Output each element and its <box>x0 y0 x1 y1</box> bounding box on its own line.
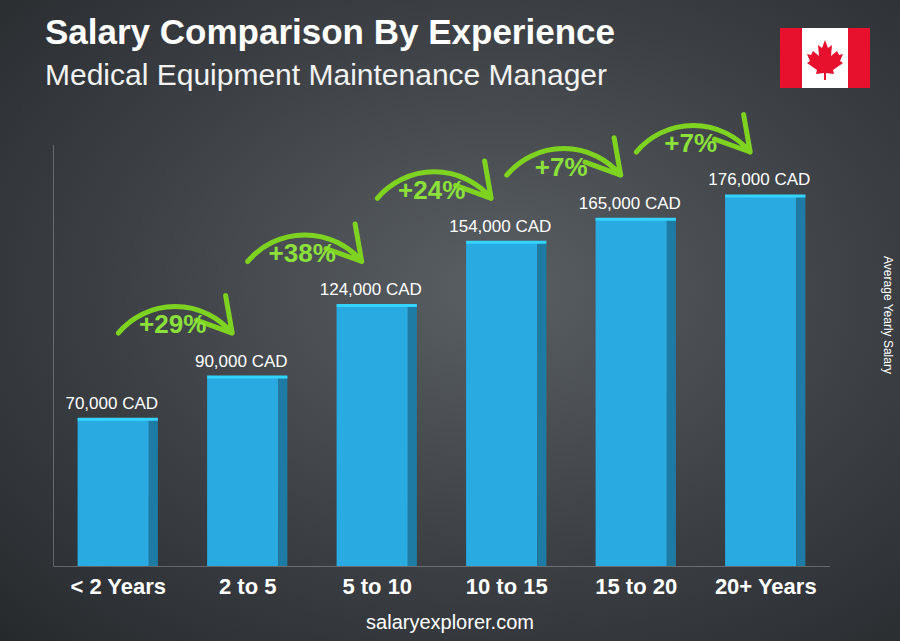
svg-text:70,000 CAD: 70,000 CAD <box>65 394 158 413</box>
svg-text:10 to 15: 10 to 15 <box>466 574 548 599</box>
svg-text:90,000 CAD: 90,000 CAD <box>195 351 288 370</box>
svg-text:+38%: +38% <box>269 238 336 268</box>
html-text:salaryexplorer.com: salaryexplorer.com <box>366 611 534 633</box>
svg-text:2 to 5: 2 to 5 <box>219 574 276 599</box>
svg-text:+7%: +7% <box>664 128 717 158</box>
svg-text:5 to 10: 5 to 10 <box>342 574 412 599</box>
html-text:Salary Comparison By Experienc: Salary Comparison By Experience <box>45 12 615 51</box>
svg-text:176,000 CAD: 176,000 CAD <box>708 170 810 189</box>
svg-text:< 2 Years: < 2 Years <box>70 574 166 599</box>
svg-text:154,000 CAD: 154,000 CAD <box>449 217 551 236</box>
html-text:Medical Equipment Maintenance: Medical Equipment Maintenance Manager <box>45 58 607 91</box>
svg-text:+24%: +24% <box>398 175 465 205</box>
svg-text:165,000 CAD: 165,000 CAD <box>579 194 681 213</box>
svg-text:20+ Years: 20+ Years <box>715 574 817 599</box>
svg-text:15 to 20: 15 to 20 <box>595 574 677 599</box>
svg-text:124,000 CAD: 124,000 CAD <box>320 280 422 299</box>
svg-text:+29%: +29% <box>139 309 206 339</box>
svg-text:+7%: +7% <box>535 151 588 181</box>
html-text:Average Yearly Salary: Average Yearly Salary <box>881 256 895 374</box>
